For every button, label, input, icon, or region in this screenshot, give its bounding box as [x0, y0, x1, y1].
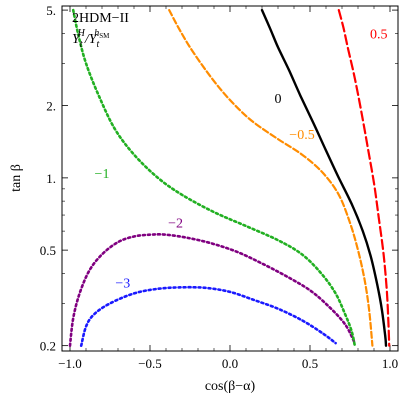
contour-label: −0.5 — [289, 128, 314, 143]
legend-model: 2HDM−II — [72, 11, 129, 26]
contour-label: −3 — [115, 276, 130, 291]
plot-frame — [61, 5, 399, 352]
contour-line — [168, 9, 374, 347]
x-tick-label: 0.5 — [302, 356, 318, 371]
contour-label: −2 — [168, 217, 183, 232]
y-tick-label: 2. — [46, 99, 56, 114]
x-tick-label: 1.0 — [382, 356, 398, 371]
contour-label: 0 — [275, 92, 282, 107]
x-tick-label: 0.0 — [222, 356, 238, 371]
contour-label: 0.5 — [370, 28, 388, 43]
y-tick-label: 5. — [46, 3, 56, 18]
y-tick-label: 1. — [46, 171, 56, 186]
contour-line — [68, 233, 357, 347]
legend-ratio: YtH/YthSM — [72, 28, 110, 50]
contour-label: −1 — [95, 167, 110, 182]
legend-box: 2HDM−II YtH/YthSM — [72, 11, 129, 50]
y-tick-label: 0.2 — [40, 339, 56, 354]
x-axis-title: cos(β−α) — [205, 379, 256, 394]
contour-line — [79, 285, 337, 347]
y-tick-label: 0.5 — [40, 243, 56, 258]
contour-line — [71, 8, 357, 347]
contour-line — [337, 9, 391, 347]
x-tick-label: −1.0 — [58, 356, 82, 371]
y-axis-title: tan β — [9, 164, 24, 192]
contour-line — [260, 8, 388, 347]
x-tick-label: −0.5 — [138, 356, 162, 371]
